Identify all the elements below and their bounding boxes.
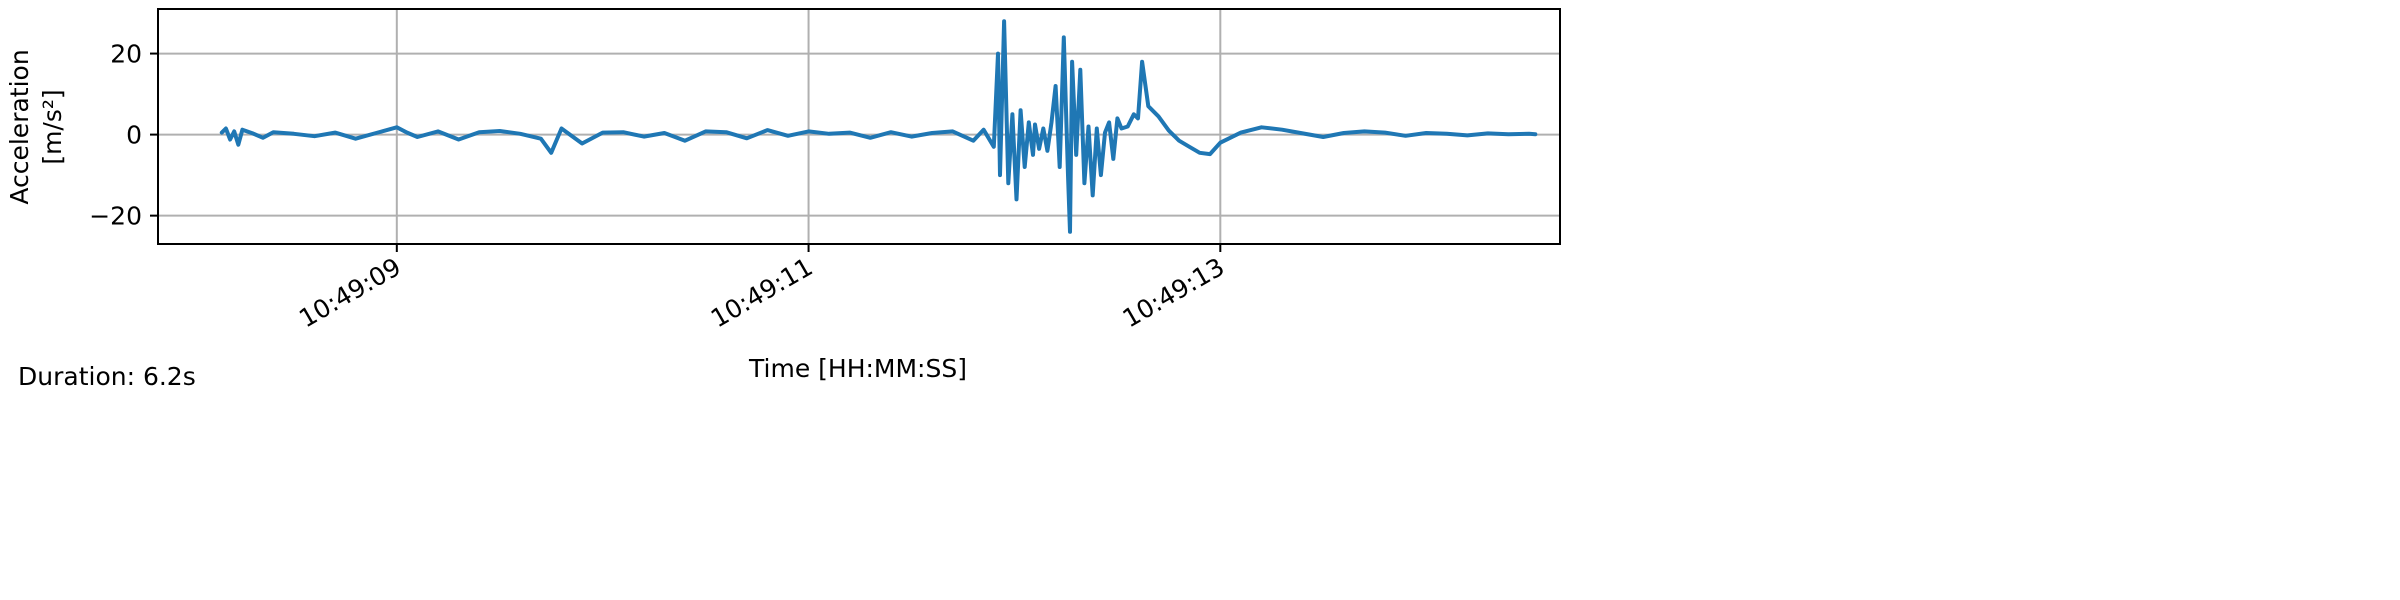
plot-frame [157, 8, 1561, 245]
series-layer [219, 19, 1538, 234]
grid-lines [158, 9, 1560, 244]
x-axis-ticks: 10:49:09 10:49:11 10:49:13 [294, 244, 1229, 333]
y-axis-ticks: −20 0 20 [89, 40, 158, 231]
y-axis-label-line1: Acceleration [5, 49, 34, 204]
y-tick-label: 20 [110, 40, 142, 69]
duration-label: Duration: 6.2s [18, 362, 196, 391]
y-tick-label: −20 [89, 202, 142, 231]
y-tick-label: 0 [126, 121, 142, 150]
acceleration-line-chart: −20 0 20 10:49:09 10:49:11 10:49:13 Time [HH… [5, 8, 1561, 383]
x-tick-label: 10:49:09 [294, 252, 406, 333]
chart-area: −20 0 20 10:49:09 10:49:11 10:49:13 Time [HH… [0, 0, 1568, 392]
series-line [219, 19, 1538, 234]
x-tick-label: 10:49:13 [1118, 252, 1230, 333]
x-axis-label: Time [HH:MM:SS] [748, 354, 967, 383]
x-tick-label: 10:49:11 [706, 252, 818, 333]
y-axis-label-line2: [m/s²] [38, 89, 67, 164]
